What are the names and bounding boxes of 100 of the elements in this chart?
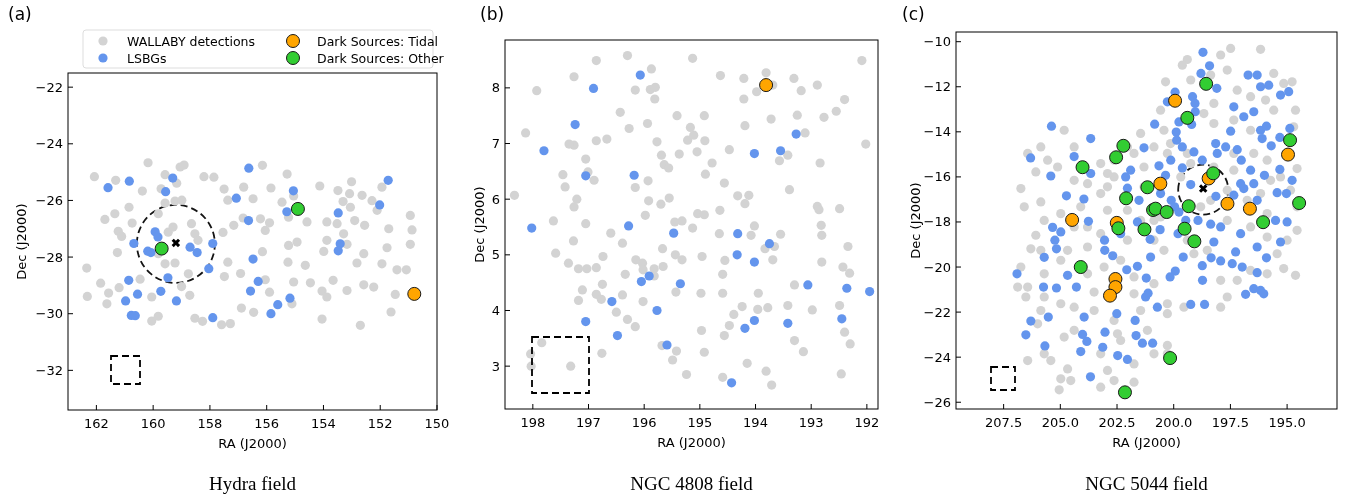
x-tick-label: 197 — [576, 415, 601, 430]
point — [1292, 196, 1307, 211]
text: (b) — [480, 4, 505, 24]
x-axis-title: RA (J2000) — [657, 435, 726, 450]
x-tick-label: 156 — [254, 416, 280, 431]
y-tick-label: 4 — [491, 302, 500, 318]
y-tick-label: −18 — [923, 214, 951, 230]
point — [865, 286, 875, 297]
point — [623, 221, 634, 231]
x-tick-label: 200.0 — [1155, 415, 1193, 430]
x-tick-label: 196 — [631, 415, 657, 430]
x-tick-label: 152 — [367, 416, 393, 431]
point — [1102, 288, 1117, 303]
y-axis-title: Dec (J2000) — [13, 203, 29, 280]
point — [1198, 184, 1208, 193]
x-tick-label: 207.5 — [985, 415, 1023, 430]
point — [407, 286, 422, 301]
x-tick-label: 202.5 — [1098, 415, 1136, 430]
y-tick-label: −24 — [923, 349, 951, 365]
point — [1117, 385, 1132, 400]
x-tick-label: 194 — [743, 415, 768, 430]
x-tick-label: 197.5 — [1211, 415, 1250, 430]
point — [185, 242, 195, 252]
point — [1220, 196, 1235, 211]
y-tick-label: −22 — [923, 304, 951, 320]
point — [156, 286, 166, 296]
y-tick-label: −22 — [35, 79, 63, 95]
point — [208, 238, 218, 249]
point — [759, 78, 774, 93]
point — [288, 186, 298, 196]
point — [1111, 221, 1126, 236]
point — [1065, 212, 1080, 227]
y-tick-label: −26 — [923, 394, 951, 410]
x-tick-label: 205.0 — [1041, 415, 1079, 430]
point — [1163, 351, 1178, 366]
legend-label: WALLABY detections — [127, 33, 256, 49]
point — [837, 314, 847, 324]
point — [749, 257, 760, 267]
point — [1116, 138, 1131, 153]
point — [581, 317, 591, 327]
x-axis-title: RA (J2000) — [1112, 435, 1181, 450]
x-tick-label: 158 — [197, 416, 223, 431]
point — [290, 201, 305, 216]
point — [129, 238, 139, 249]
point — [803, 280, 813, 290]
point — [732, 250, 742, 260]
point — [1181, 199, 1196, 214]
y-tick-label: 3 — [491, 358, 500, 374]
point — [273, 300, 283, 310]
point — [1109, 150, 1124, 165]
y-tick-label: −16 — [923, 169, 951, 185]
text: (a) — [8, 4, 32, 24]
point — [726, 378, 737, 388]
y-tick-label: −10 — [923, 34, 951, 50]
y-tick-label: −26 — [35, 192, 63, 208]
point — [231, 193, 241, 203]
y-tick-label: 8 — [491, 80, 500, 96]
point — [570, 120, 580, 130]
y-tick-label: −20 — [923, 259, 951, 275]
x-tick-label: 198 — [520, 415, 546, 430]
point — [1073, 260, 1088, 275]
point — [171, 238, 181, 248]
point — [662, 340, 672, 350]
point — [208, 313, 218, 323]
text: NGC 4808 field — [630, 473, 754, 494]
point — [124, 275, 134, 285]
point — [121, 296, 131, 306]
y-tick-label: −24 — [35, 136, 63, 152]
point — [644, 271, 654, 281]
point — [1199, 76, 1214, 91]
point — [1187, 234, 1202, 249]
point — [1206, 166, 1221, 181]
y-tick-label: 5 — [491, 247, 500, 263]
point — [1168, 93, 1183, 108]
point — [1177, 221, 1192, 236]
point — [607, 296, 617, 307]
point — [168, 173, 178, 183]
x-tick-label: 160 — [140, 416, 166, 431]
y-axis-title: Dec (J2000) — [907, 182, 923, 259]
x-tick-label: 192 — [854, 415, 880, 430]
point — [1137, 222, 1152, 237]
point — [285, 293, 295, 303]
point — [161, 187, 171, 197]
x-axis-title: RA (J2000) — [218, 436, 287, 451]
point — [740, 323, 750, 333]
y-tick-label: 7 — [491, 136, 500, 152]
point — [791, 129, 801, 139]
point — [248, 254, 258, 264]
legend-label: Dark Sources: Tidal — [317, 33, 439, 49]
point — [124, 176, 134, 186]
point — [1283, 133, 1298, 148]
point — [629, 170, 639, 180]
x-tick-label: 195 — [687, 415, 713, 430]
point — [775, 146, 786, 156]
y-tick-label: −14 — [923, 124, 951, 140]
point — [749, 315, 760, 326]
point — [171, 296, 182, 306]
point — [333, 246, 343, 256]
x-tick-label: 154 — [311, 416, 336, 431]
y-tick-label: 6 — [491, 191, 500, 207]
